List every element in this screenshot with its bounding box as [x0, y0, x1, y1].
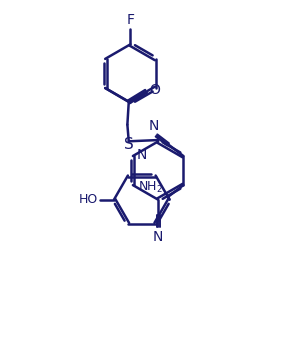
Text: N: N [137, 148, 147, 163]
Text: N: N [153, 230, 163, 244]
Text: N: N [149, 119, 159, 133]
Text: NH$_2$: NH$_2$ [138, 180, 163, 195]
Text: HO: HO [79, 193, 98, 206]
Text: S: S [124, 137, 134, 152]
Text: F: F [127, 13, 134, 27]
Text: O: O [149, 83, 160, 97]
